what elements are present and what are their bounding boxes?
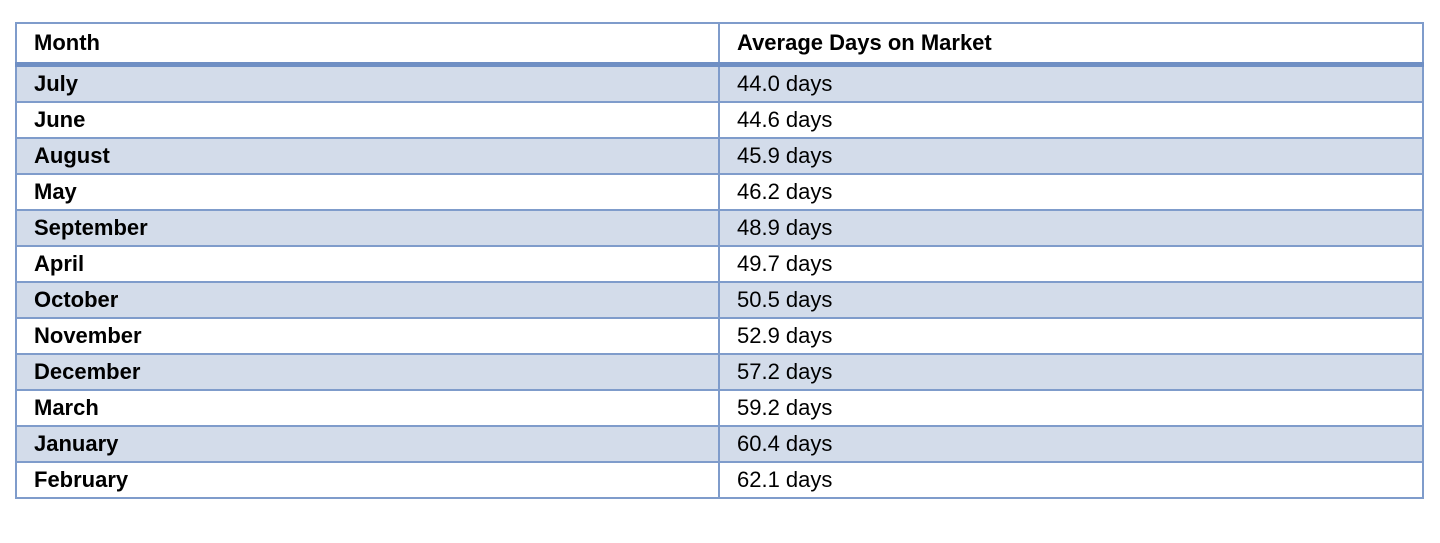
table-body: July 44.0 days June 44.6 days August 45.9 day… — [15, 63, 1424, 499]
table-row: May 46.2 days — [15, 173, 1424, 211]
month-cell: July — [15, 63, 720, 103]
month-cell: May — [15, 173, 720, 211]
days-cell: 44.0 days — [718, 63, 1424, 103]
days-cell: 49.7 days — [718, 245, 1424, 283]
month-cell: April — [15, 245, 720, 283]
table-row: January 60.4 days — [15, 425, 1424, 463]
table-row: October 50.5 days — [15, 281, 1424, 319]
days-cell: 50.5 days — [718, 281, 1424, 319]
table-row: June 44.6 days — [15, 101, 1424, 139]
data-table: Month Average Days on Market July 44.0 da… — [15, 22, 1424, 499]
table-row: April 49.7 days — [15, 245, 1424, 283]
month-cell: August — [15, 137, 720, 175]
month-cell: June — [15, 101, 720, 139]
days-cell: 52.9 days — [718, 317, 1424, 355]
days-cell: 45.9 days — [718, 137, 1424, 175]
month-cell: December — [15, 353, 720, 391]
header-row: Month Average Days on Market — [15, 22, 1424, 67]
table-row: November 52.9 days — [15, 317, 1424, 355]
month-cell: January — [15, 425, 720, 463]
table-row: August 45.9 days — [15, 137, 1424, 175]
table-row: December 57.2 days — [15, 353, 1424, 391]
month-cell: February — [15, 461, 720, 499]
table-row: September 48.9 days — [15, 209, 1424, 247]
days-cell: 62.1 days — [718, 461, 1424, 499]
table-row: July 44.0 days — [15, 63, 1424, 103]
month-cell: November — [15, 317, 720, 355]
days-cell: 44.6 days — [718, 101, 1424, 139]
days-cell: 59.2 days — [718, 389, 1424, 427]
days-cell: 46.2 days — [718, 173, 1424, 211]
days-cell: 57.2 days — [718, 353, 1424, 391]
table-row: February 62.1 days — [15, 461, 1424, 499]
days-cell: 60.4 days — [718, 425, 1424, 463]
table-row: March 59.2 days — [15, 389, 1424, 427]
days-cell: 48.9 days — [718, 209, 1424, 247]
header-cell: Average Days on Market — [718, 22, 1424, 67]
header-cell: Month — [15, 22, 720, 67]
month-cell: October — [15, 281, 720, 319]
month-cell: September — [15, 209, 720, 247]
month-cell: March — [15, 389, 720, 427]
